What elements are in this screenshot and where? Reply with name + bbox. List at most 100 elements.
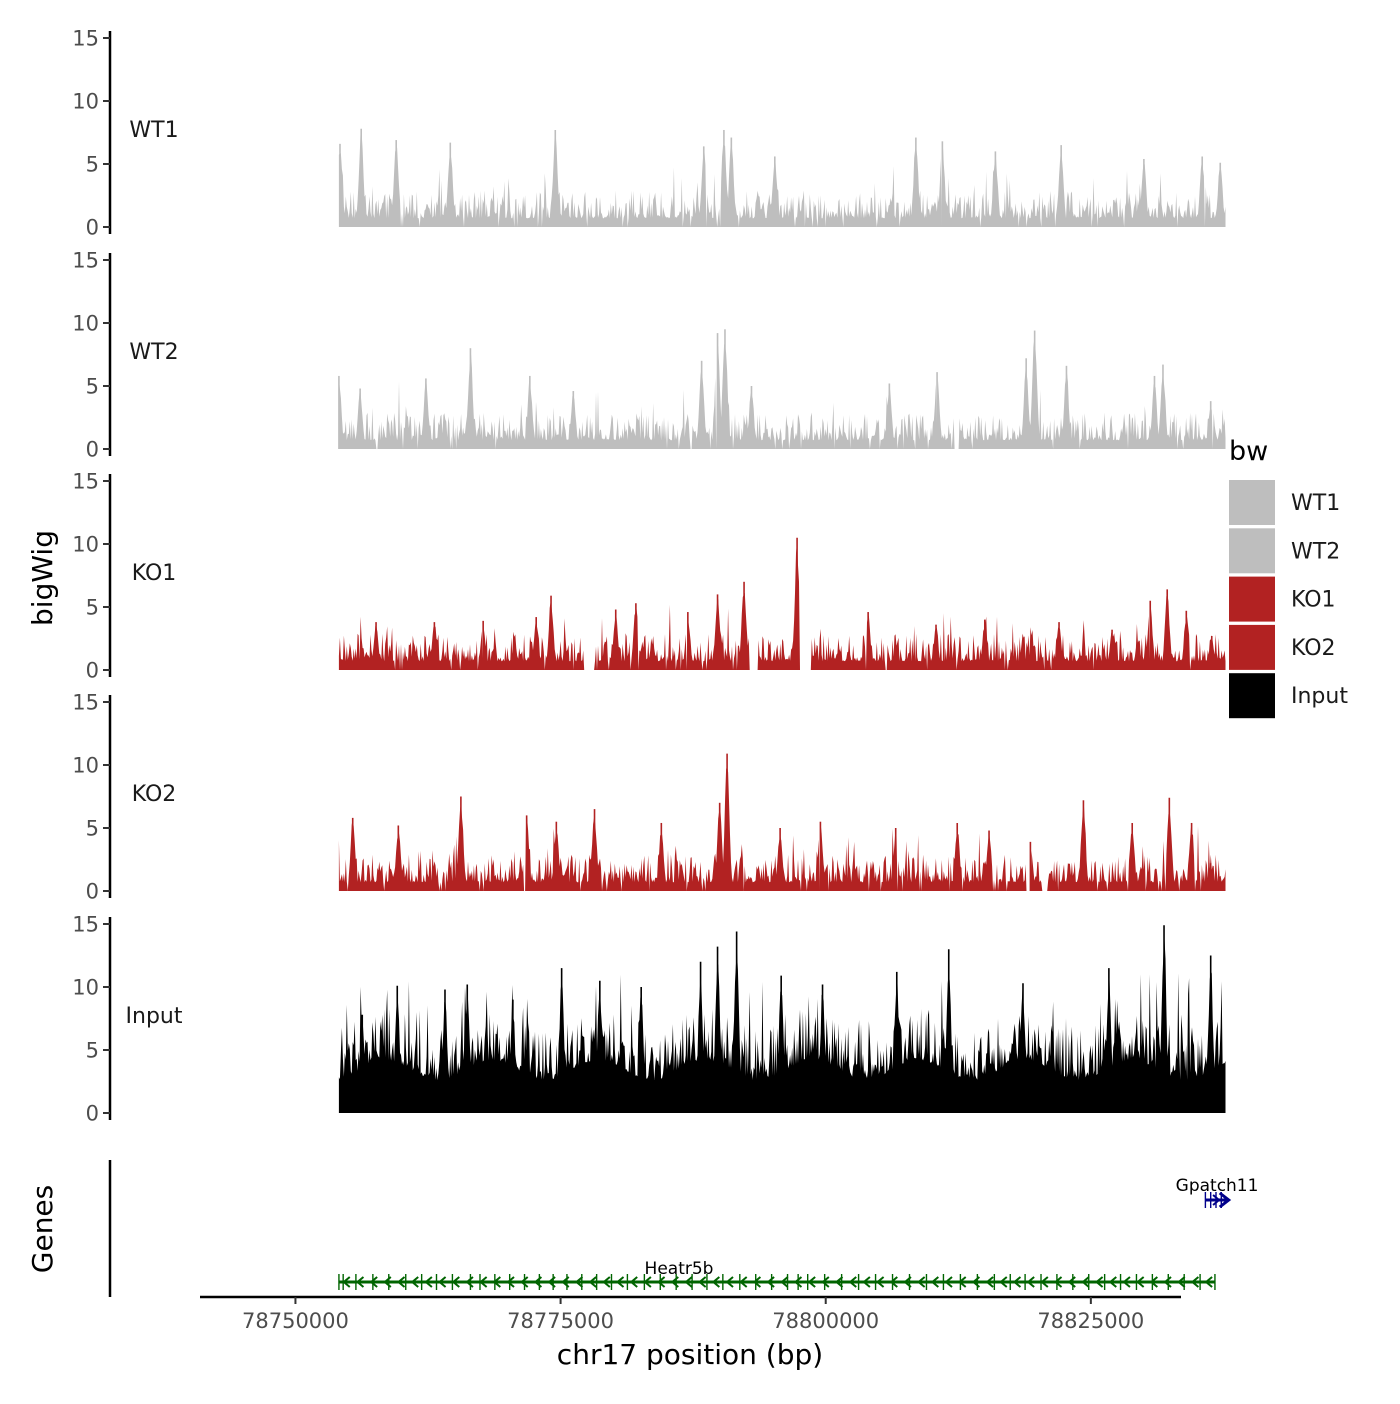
y-tick-label: 10 bbox=[72, 90, 99, 114]
strand-arrow bbox=[479, 1276, 488, 1288]
y-tick-label: 5 bbox=[86, 153, 99, 177]
strand-arrow bbox=[492, 1276, 501, 1288]
strand-arrow bbox=[1040, 1276, 1049, 1288]
strand-arrow bbox=[1177, 1276, 1186, 1288]
strand-arrow bbox=[424, 1276, 433, 1288]
strand-arrow bbox=[917, 1276, 926, 1288]
strand-arrow bbox=[670, 1276, 679, 1288]
strand-arrow bbox=[944, 1276, 953, 1288]
x-tick-label: 78750000 bbox=[242, 1309, 349, 1333]
strand-arrow bbox=[985, 1276, 994, 1288]
strand-arrow bbox=[971, 1276, 981, 1288]
track-ko2: 0 5 10 15 KO2 bbox=[72, 691, 1226, 904]
strand-arrow bbox=[1081, 1276, 1090, 1288]
x-axis-title: chr17 position (bp) bbox=[557, 1338, 823, 1371]
strand-arrow bbox=[451, 1276, 460, 1288]
y-tick-label: 0 bbox=[86, 438, 99, 462]
strand-arrow bbox=[1122, 1276, 1131, 1288]
y-axis-title: bigWig bbox=[26, 530, 59, 626]
legend-swatch bbox=[1229, 624, 1275, 670]
y-tick-label: 5 bbox=[86, 375, 99, 399]
legend-label: KO2 bbox=[1291, 636, 1336, 661]
strand-arrow bbox=[807, 1276, 816, 1288]
y-tick-label: 10 bbox=[72, 976, 99, 1000]
strand-arrow bbox=[1012, 1276, 1022, 1288]
strand-arrow bbox=[1218, 1191, 1232, 1209]
y-tick-label: 10 bbox=[72, 754, 99, 778]
genes-axis-title: Genes bbox=[26, 1185, 59, 1273]
legend-label: KO1 bbox=[1291, 588, 1336, 613]
strand-arrow bbox=[725, 1276, 734, 1288]
strand-arrow bbox=[588, 1276, 597, 1288]
track-label: KO1 bbox=[132, 561, 177, 586]
strand-arrow bbox=[793, 1276, 803, 1288]
strand-arrow bbox=[958, 1276, 967, 1288]
strand-arrow bbox=[684, 1276, 693, 1288]
track-label: Input bbox=[126, 1004, 183, 1029]
legend-label: WT2 bbox=[1291, 539, 1340, 564]
y-tick-label: 0 bbox=[86, 880, 99, 904]
y-tick-label: 5 bbox=[86, 817, 99, 841]
signal-area-wt1 bbox=[338, 131, 1226, 227]
y-tick-label: 10 bbox=[72, 533, 99, 557]
strand-arrow bbox=[848, 1276, 857, 1288]
legend-swatch bbox=[1229, 576, 1275, 622]
strand-arrow bbox=[1108, 1276, 1117, 1288]
legend-swatch bbox=[1229, 528, 1275, 574]
strand-arrow bbox=[465, 1276, 474, 1288]
gene-label: Heatr5b bbox=[645, 1259, 714, 1279]
gene-label: Gpatch11 bbox=[1176, 1176, 1259, 1196]
strand-arrow bbox=[1136, 1276, 1145, 1288]
strand-arrow bbox=[342, 1276, 351, 1288]
strand-arrow bbox=[711, 1276, 720, 1288]
track-input: 0 5 10 15 Input bbox=[72, 913, 1226, 1126]
x-axis: 78750000 78775000 78800000 78825000 bbox=[200, 1295, 1181, 1333]
strand-arrow bbox=[629, 1276, 638, 1288]
strand-arrow bbox=[369, 1276, 378, 1288]
strand-arrow bbox=[862, 1276, 871, 1288]
y-tick-label: 15 bbox=[72, 913, 99, 937]
strand-arrow bbox=[410, 1276, 419, 1288]
gene-heatr5b: Heatr5b bbox=[338, 1259, 1216, 1290]
strand-arrow bbox=[739, 1276, 748, 1288]
strand-arrow bbox=[889, 1276, 898, 1288]
strand-arrow bbox=[383, 1276, 392, 1288]
strand-arrow bbox=[1095, 1276, 1104, 1288]
track-label: WT2 bbox=[129, 340, 178, 365]
y-tick-label: 0 bbox=[86, 216, 99, 240]
strand-arrow bbox=[438, 1276, 447, 1288]
strand-arrow bbox=[615, 1276, 625, 1288]
strand-arrow bbox=[752, 1276, 762, 1288]
strand-arrow bbox=[1212, 1194, 1221, 1206]
strand-arrow bbox=[698, 1276, 707, 1288]
strand-arrow bbox=[1053, 1276, 1063, 1288]
strand-arrow bbox=[821, 1276, 830, 1288]
y-tick-label: 15 bbox=[72, 27, 99, 51]
strand-arrow bbox=[657, 1276, 666, 1288]
strand-arrow bbox=[1163, 1276, 1172, 1288]
legend-swatch bbox=[1229, 480, 1275, 525]
track-wt2: 0 5 10 15 WT2 bbox=[72, 249, 1226, 462]
strand-arrow bbox=[903, 1276, 912, 1288]
x-tick-label: 78775000 bbox=[507, 1309, 614, 1333]
strand-arrow bbox=[1204, 1276, 1213, 1288]
signal-area-ko2 bbox=[338, 765, 1226, 891]
legend-title: bw bbox=[1229, 436, 1268, 467]
strand-arrow bbox=[533, 1276, 543, 1288]
strand-arrow bbox=[1149, 1276, 1158, 1288]
strand-arrow bbox=[396, 1276, 406, 1288]
strand-arrow bbox=[520, 1276, 529, 1288]
strand-arrow bbox=[561, 1276, 570, 1288]
track-label: WT1 bbox=[129, 118, 178, 143]
genes-panel: Heatr5b Gpatch11 bbox=[108, 1160, 1259, 1297]
y-tick-label: 15 bbox=[72, 470, 99, 494]
strand-arrow bbox=[574, 1276, 584, 1288]
legend-label: Input bbox=[1291, 684, 1348, 709]
gene-gpatch11: Gpatch11 bbox=[1176, 1176, 1259, 1209]
strand-arrow bbox=[506, 1276, 515, 1288]
strand-arrow bbox=[930, 1276, 939, 1288]
strand-arrow bbox=[1067, 1276, 1076, 1288]
strand-arrow bbox=[1190, 1276, 1200, 1288]
